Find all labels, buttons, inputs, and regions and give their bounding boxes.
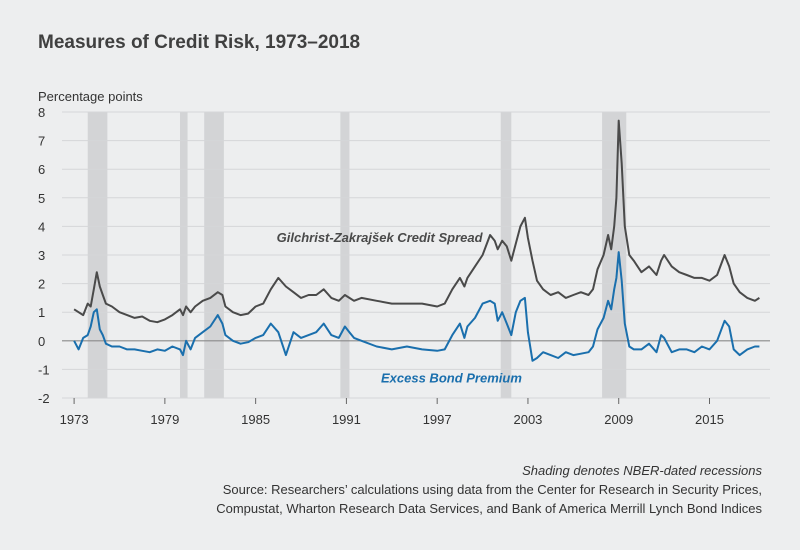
y-tick-label: 0 bbox=[38, 334, 45, 349]
x-tick-label: 2015 bbox=[695, 412, 724, 427]
y-tick-label: 5 bbox=[38, 191, 45, 206]
y-tick-labels: 8 7 6 5 4 3 2 1 0 -1 -2 bbox=[38, 105, 50, 406]
x-tick-labels: 1973 1979 1985 1991 1997 2003 2009 2015 bbox=[60, 398, 724, 427]
shading-note: Shading denotes NBER-dated recessions bbox=[522, 463, 762, 478]
x-tick-label: 2003 bbox=[513, 412, 542, 427]
excess-bond-premium-label: Excess Bond Premium bbox=[381, 370, 522, 385]
x-tick-label: 1979 bbox=[150, 412, 179, 427]
x-tick-label: 1973 bbox=[60, 412, 89, 427]
excess-bond-premium-line bbox=[73, 251, 760, 362]
y-tick-label: -2 bbox=[38, 391, 50, 406]
x-tick-label: 2009 bbox=[604, 412, 633, 427]
gridlines bbox=[62, 111, 770, 399]
y-axis-label: Percentage points bbox=[38, 89, 143, 104]
chart-title: Measures of Credit Risk, 1973–2018 bbox=[38, 32, 360, 53]
credit-spread-line bbox=[73, 119, 760, 324]
source-note-line1: Source: Researchers’ calculations using … bbox=[223, 482, 762, 497]
y-tick-label: 4 bbox=[38, 219, 45, 234]
y-tick-label: 3 bbox=[38, 248, 45, 263]
x-tick-label: 1991 bbox=[332, 412, 361, 427]
y-tick-label: 1 bbox=[38, 305, 45, 320]
source-note-line2: Compustat, Wharton Research Data Service… bbox=[216, 501, 762, 516]
series-annotations: Gilchrist-Zakrajšek Credit Spread Excess … bbox=[277, 230, 523, 385]
y-tick-label: -1 bbox=[38, 362, 50, 377]
y-tick-label: 2 bbox=[38, 277, 45, 292]
series-lines bbox=[73, 119, 760, 362]
y-tick-label: 6 bbox=[38, 162, 45, 177]
y-tick-label: 8 bbox=[38, 105, 45, 120]
x-tick-label: 1997 bbox=[423, 412, 452, 427]
credit-spread-label: Gilchrist-Zakrajšek Credit Spread bbox=[277, 230, 484, 245]
x-tick-label: 1985 bbox=[241, 412, 270, 427]
y-tick-label: 7 bbox=[38, 134, 45, 149]
